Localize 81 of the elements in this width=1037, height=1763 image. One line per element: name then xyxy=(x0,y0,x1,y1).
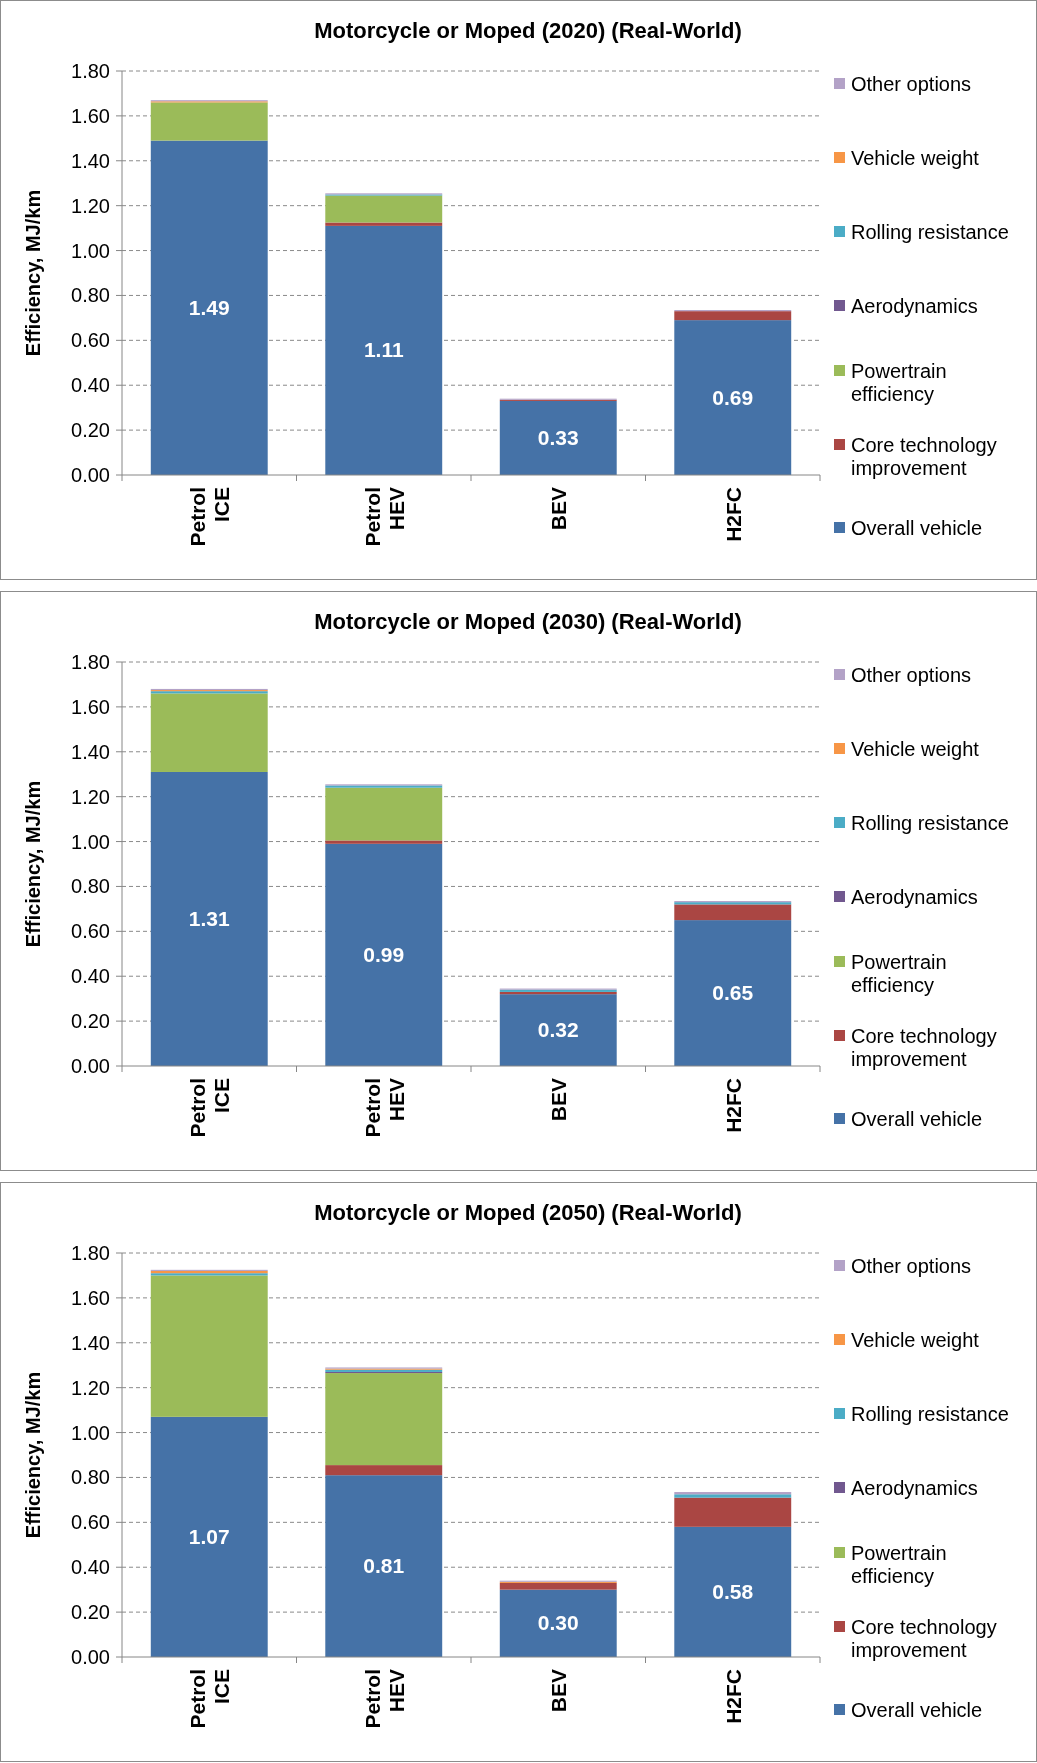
data-label: 1.31 xyxy=(188,906,231,930)
y-tick-label: 0.80 xyxy=(71,284,110,307)
y-axis-title: Efficiency, MJ/km xyxy=(22,1371,44,1539)
x-tick-label: Petrol ICE xyxy=(186,1669,234,1729)
y-tick-label: 0.40 xyxy=(71,374,110,397)
data-label: 0.58 xyxy=(712,1579,754,1603)
legend-label: Vehicle weight xyxy=(851,147,980,169)
y-tick-label: 0.00 xyxy=(71,464,110,486)
y-tick-label: 0.80 xyxy=(71,875,110,898)
y-tick-label: 0.40 xyxy=(71,965,110,988)
y-tick-label: 0.00 xyxy=(71,1646,110,1668)
legend-label: Overall vehicle xyxy=(851,1108,983,1130)
legend-label: Rolling resistance xyxy=(851,1403,1009,1425)
legend-label: Overall vehicle xyxy=(851,517,983,539)
x-tick-label: H2FC xyxy=(721,1078,745,1133)
legend-label: Powertrain efficiency xyxy=(851,1542,947,1587)
data-label: 1.11 xyxy=(363,338,404,362)
legend-label: Aerodynamics xyxy=(851,295,978,317)
y-tick-label: 1.00 xyxy=(71,1421,110,1444)
legend-label: Other options xyxy=(851,73,972,95)
y-tick-label: 0.60 xyxy=(71,1511,110,1534)
x-tick-label: BEV xyxy=(547,487,571,531)
legend-label: Rolling resistance xyxy=(851,221,1009,243)
y-tick-label: 1.60 xyxy=(71,1286,110,1309)
legend-label: Powertrain efficiency xyxy=(851,951,947,996)
data-label: 0.30 xyxy=(537,1611,579,1635)
y-axis-title: Efficiency, MJ/km xyxy=(22,780,44,948)
y-tick-label: 1.20 xyxy=(71,785,110,808)
legend-label: Aerodynamics xyxy=(851,886,978,908)
legend-label: Other options xyxy=(851,664,972,686)
y-tick-label: 0.40 xyxy=(71,1556,110,1579)
x-tick-label: H2FC xyxy=(721,487,745,542)
y-axis-title: Efficiency, MJ/km xyxy=(22,189,44,357)
y-tick-label: 1.40 xyxy=(71,1331,110,1354)
x-tick-label: BEV xyxy=(547,1078,571,1122)
legend-label: Other options xyxy=(851,1255,972,1277)
data-label: 0.99 xyxy=(363,942,405,966)
chart-title: Motorcycle or Moped (2030) (Real-World) xyxy=(314,609,742,634)
y-tick-label: 1.00 xyxy=(71,239,110,262)
y-tick-label: 0.20 xyxy=(71,419,110,442)
legend-label: Core technology improvement xyxy=(851,1616,997,1661)
y-tick-label: 0.00 xyxy=(71,1055,110,1077)
x-tick-label: H2FC xyxy=(721,1669,745,1724)
legend-label: Overall vehicle xyxy=(851,1699,983,1721)
y-tick-label: 0.60 xyxy=(71,920,110,943)
data-label: 1.07 xyxy=(188,1524,230,1548)
y-tick-label: 1.80 xyxy=(71,60,110,82)
legend-label: Core technology improvement xyxy=(851,1025,997,1070)
y-tick-label: 0.20 xyxy=(71,1601,110,1624)
chart-title: Motorcycle or Moped (2020) (Real-World) xyxy=(314,18,742,43)
legend-label: Powertrain efficiency xyxy=(851,360,947,405)
x-tick-label: BEV xyxy=(547,1669,571,1713)
y-tick-label: 1.80 xyxy=(71,651,110,673)
x-tick-label: Petrol ICE xyxy=(186,1078,234,1138)
y-tick-label: 1.80 xyxy=(71,1242,110,1264)
legend-label: Vehicle weight xyxy=(851,738,980,760)
x-tick-label: Petrol ICE xyxy=(186,487,234,547)
data-label: 0.65 xyxy=(712,981,754,1005)
y-tick-label: 1.20 xyxy=(71,1376,110,1399)
y-tick-label: 0.60 xyxy=(71,329,110,352)
data-label: 0.81 xyxy=(363,1554,405,1578)
y-tick-label: 0.20 xyxy=(71,1010,110,1033)
x-tick-label: Petrol HEV xyxy=(360,487,408,547)
x-tick-label: Petrol HEV xyxy=(360,1078,408,1138)
data-label: 0.32 xyxy=(537,1018,579,1042)
y-tick-label: 1.20 xyxy=(71,194,110,217)
y-tick-label: 0.80 xyxy=(71,1466,110,1489)
y-tick-label: 1.60 xyxy=(71,695,110,718)
legend-label: Aerodynamics xyxy=(851,1477,978,1499)
legend-label: Core technology improvement xyxy=(851,434,997,479)
y-tick-label: 1.40 xyxy=(71,149,110,172)
x-tick-label: Petrol HEV xyxy=(360,1669,408,1729)
chart-title: Motorcycle or Moped (2050) (Real-World) xyxy=(314,1200,742,1225)
data-label: 1.49 xyxy=(188,295,230,319)
y-tick-label: 1.40 xyxy=(71,740,110,763)
legend-label: Rolling resistance xyxy=(851,812,1009,834)
y-tick-label: 1.00 xyxy=(71,830,110,853)
legend-label: Vehicle weight xyxy=(851,1329,980,1351)
data-label: 0.69 xyxy=(712,385,754,409)
data-label: 0.33 xyxy=(537,425,579,449)
y-tick-label: 1.60 xyxy=(71,104,110,127)
